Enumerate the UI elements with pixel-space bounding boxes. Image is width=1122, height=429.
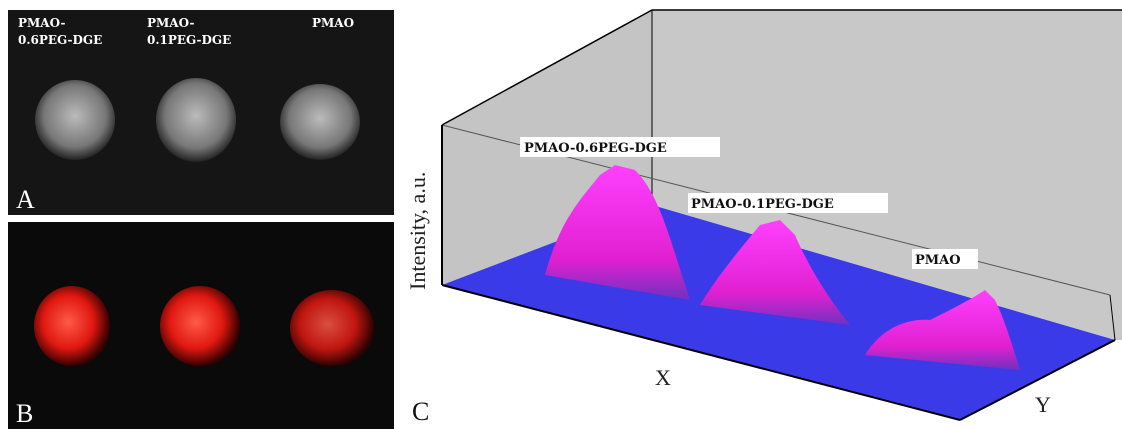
sample-label: PMAO [312, 16, 354, 30]
sample-label: PMAO- 0.6PEG-DGE [18, 16, 102, 47]
label-box [688, 193, 888, 213]
label-line: 0.6PEG-DGE [18, 33, 102, 47]
label-line: PMAO- [18, 16, 66, 30]
peak-label: PMAO-0.1PEG-DGE [691, 197, 834, 212]
label-box [520, 137, 720, 157]
sample-label: PMAO- 0.1PEG-DGE [147, 16, 231, 47]
label-line: PMAO- [147, 16, 195, 30]
peak-label: PMAO-0.6PEG-DGE [524, 141, 667, 156]
peak [700, 220, 850, 325]
organ [35, 80, 115, 160]
panel-letter: C [412, 397, 429, 426]
organ [280, 84, 360, 160]
box-edge [1109, 294, 1116, 341]
organ [156, 78, 236, 162]
back-wall [652, 10, 1122, 340]
organ [160, 286, 240, 366]
organ [34, 286, 110, 366]
panel-letter: A [16, 185, 35, 214]
panel-a-labels: PMAO- 0.6PEG-DGE PMAO- 0.1PEG-DGE PMAO [18, 16, 354, 47]
label-line: PMAO [312, 16, 354, 30]
organ [290, 290, 374, 366]
panel-letter: B [16, 399, 33, 428]
peak [545, 165, 690, 300]
peak-label: PMAO [915, 253, 961, 268]
box-edge [441, 284, 961, 421]
box-edge [959, 339, 1116, 421]
label-line: 0.1PEG-DGE [147, 33, 231, 47]
x-axis-label: X [655, 365, 671, 390]
y-axis-label: Y [1035, 392, 1051, 417]
z-axis-label: Intensity, a.u. [405, 172, 430, 290]
label-box [912, 249, 978, 269]
peak [865, 290, 1020, 370]
